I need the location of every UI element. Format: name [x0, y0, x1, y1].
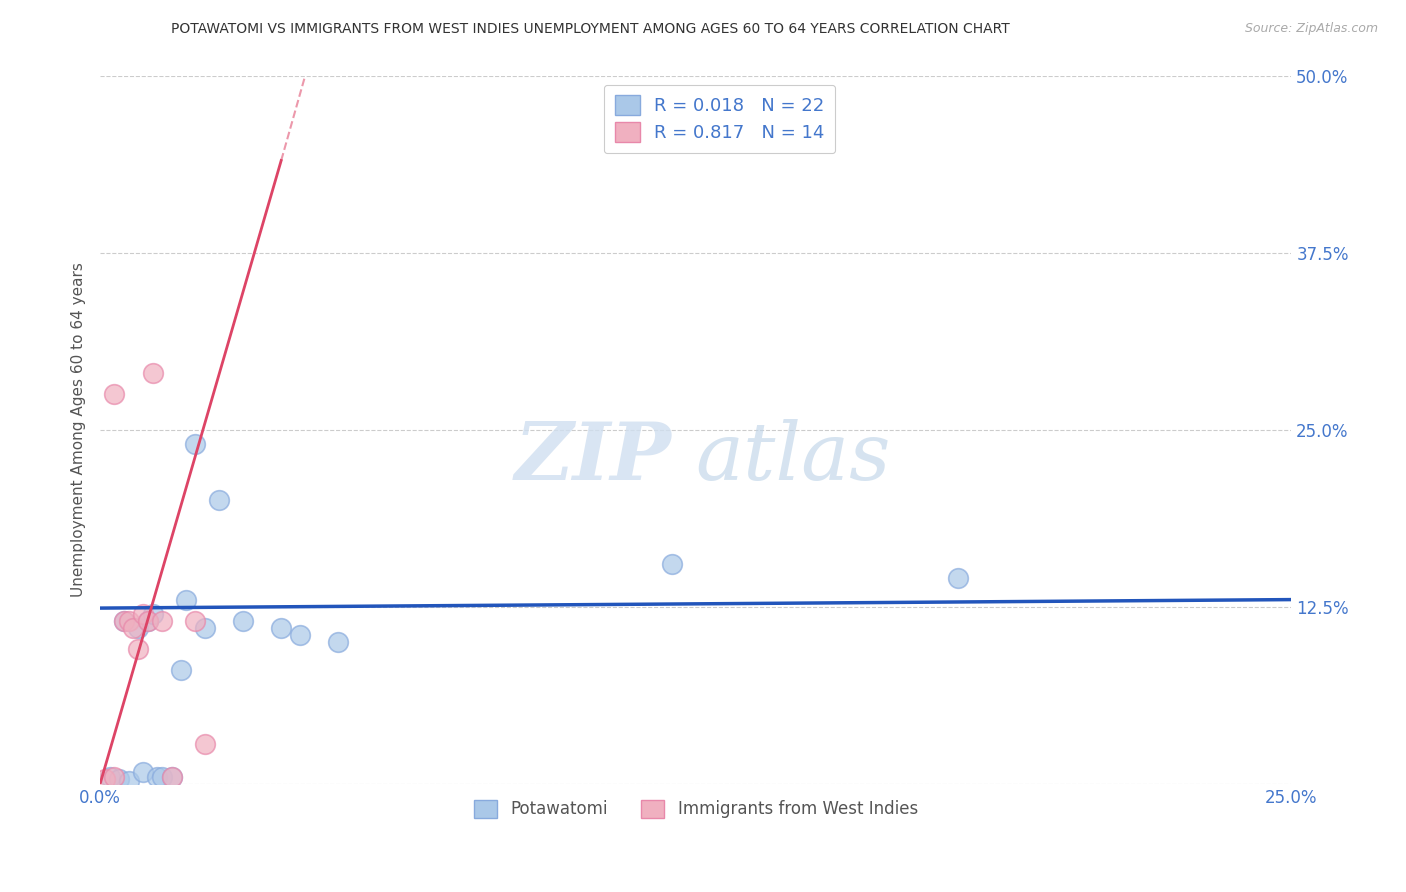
Point	[194, 621, 217, 635]
Point	[127, 642, 149, 657]
Point	[118, 773, 141, 788]
Point	[946, 571, 969, 585]
Point	[661, 557, 683, 571]
Point	[194, 737, 217, 751]
Point	[146, 770, 169, 784]
Point	[136, 614, 159, 628]
Point	[208, 493, 231, 508]
Y-axis label: Unemployment Among Ages 60 to 64 years: Unemployment Among Ages 60 to 64 years	[72, 262, 86, 597]
Point	[141, 607, 163, 621]
Point	[184, 614, 207, 628]
Point	[328, 635, 350, 649]
Point	[141, 366, 163, 380]
Point	[290, 628, 312, 642]
Point	[94, 772, 117, 787]
Point	[150, 770, 173, 784]
Point	[118, 614, 141, 628]
Point	[112, 614, 135, 628]
Point	[150, 614, 173, 628]
Point	[127, 621, 149, 635]
Point	[232, 614, 254, 628]
Point	[132, 607, 155, 621]
Point	[103, 387, 125, 401]
Point	[103, 770, 125, 784]
Point	[136, 614, 159, 628]
Point	[112, 614, 135, 628]
Point	[184, 437, 207, 451]
Point	[160, 770, 183, 784]
Point	[122, 621, 145, 635]
Text: ZIP: ZIP	[515, 419, 672, 497]
Point	[270, 621, 292, 635]
Text: POTAWATOMI VS IMMIGRANTS FROM WEST INDIES UNEMPLOYMENT AMONG AGES 60 TO 64 YEARS: POTAWATOMI VS IMMIGRANTS FROM WEST INDIE…	[172, 22, 1010, 37]
Point	[170, 664, 193, 678]
Point	[174, 592, 197, 607]
Text: Source: ZipAtlas.com: Source: ZipAtlas.com	[1244, 22, 1378, 36]
Point	[132, 765, 155, 780]
Point	[108, 772, 131, 787]
Point	[98, 770, 121, 784]
Text: atlas: atlas	[696, 419, 891, 497]
Point	[160, 770, 183, 784]
Legend: Potawatomi, Immigrants from West Indies: Potawatomi, Immigrants from West Indies	[467, 793, 925, 825]
